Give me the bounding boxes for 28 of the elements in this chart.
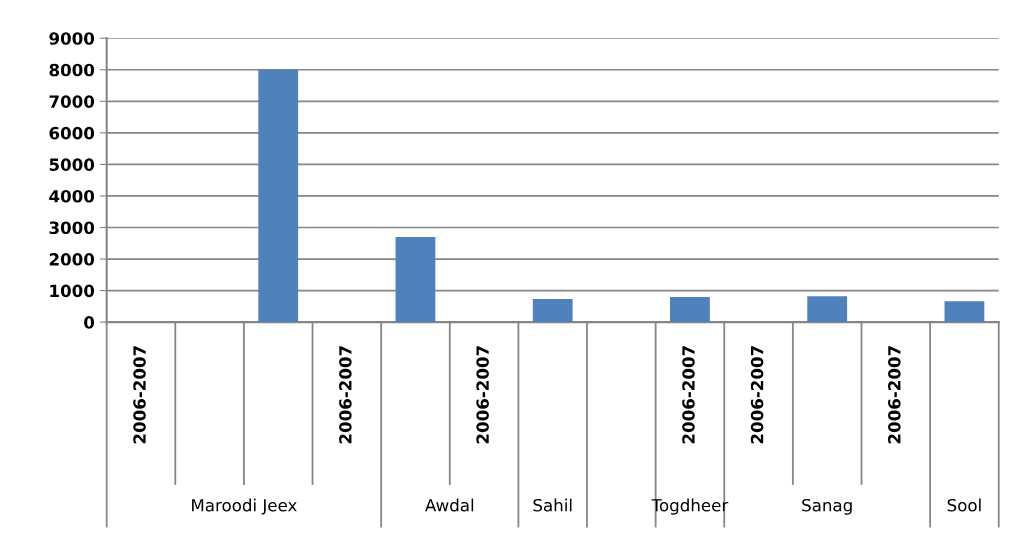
text: Sahil bbox=[533, 498, 572, 512]
bar bbox=[807, 296, 848, 323]
x-tick-label: 2006-2007 bbox=[750, 346, 764, 444]
bar bbox=[944, 301, 985, 323]
x-tick-label: 2006-2007 bbox=[888, 346, 901, 444]
y-tick-label: 8000 bbox=[49, 63, 95, 77]
y-tick-label: 2000 bbox=[49, 253, 95, 266]
text: Sool bbox=[947, 498, 981, 512]
y-tick-label: 3000 bbox=[49, 221, 95, 235]
y-tick-label: 5000 bbox=[49, 158, 95, 171]
bar bbox=[670, 296, 710, 323]
x-tick-label: 2006-2007 bbox=[682, 346, 695, 444]
bar bbox=[532, 299, 573, 323]
x-tick-label: 2006-2007 bbox=[476, 346, 489, 444]
text: Maroodi Jeex bbox=[192, 498, 297, 515]
text: Awdal bbox=[425, 498, 474, 512]
y-tick-label: 7000 bbox=[49, 95, 95, 108]
y-tick-label: 6000 bbox=[49, 126, 95, 140]
y-tick-label: 1000 bbox=[50, 284, 95, 298]
bar bbox=[258, 69, 299, 323]
x-tick-label: 2006-2007 bbox=[339, 346, 352, 444]
x-tick-label: 2006-2007 bbox=[133, 346, 146, 444]
text: Sanag bbox=[802, 498, 852, 515]
y-tick-label: 0 bbox=[84, 316, 95, 329]
y-tick-label: 4000 bbox=[49, 189, 95, 203]
bar bbox=[395, 236, 436, 323]
y-tick-label: 9000 bbox=[49, 32, 95, 45]
text: Togdheer bbox=[651, 498, 729, 515]
